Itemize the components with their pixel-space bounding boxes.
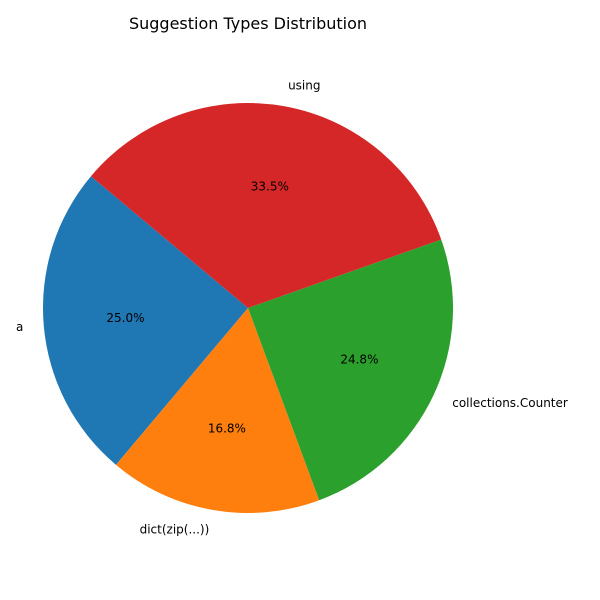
- chart-title: Suggestion Types Distribution: [129, 14, 367, 33]
- pie-slice-using: [90, 103, 442, 308]
- slice-label-using: using: [288, 79, 320, 93]
- slice-percent-dict-zip: 16.8%: [208, 422, 246, 436]
- slice-label-dict-zip: dict(zip(...)): [140, 523, 210, 537]
- pie-slice-dict-zip: [115, 308, 320, 513]
- slice-label-collections-counter: collections.Counter: [452, 396, 568, 410]
- slice-percent-a: 25.0%: [106, 311, 144, 325]
- pie-slices: [43, 103, 453, 513]
- pie-labels: a 25.0% dict(zip(...)) 16.8% collections.Cou…: [16, 79, 568, 537]
- pie-slice-a: [43, 176, 248, 465]
- slice-percent-collections-counter: 24.8%: [340, 353, 378, 367]
- slice-label-a: a: [16, 320, 23, 334]
- pie-slice-collections-counter: [248, 239, 453, 501]
- slice-percent-using: 33.5%: [251, 179, 289, 193]
